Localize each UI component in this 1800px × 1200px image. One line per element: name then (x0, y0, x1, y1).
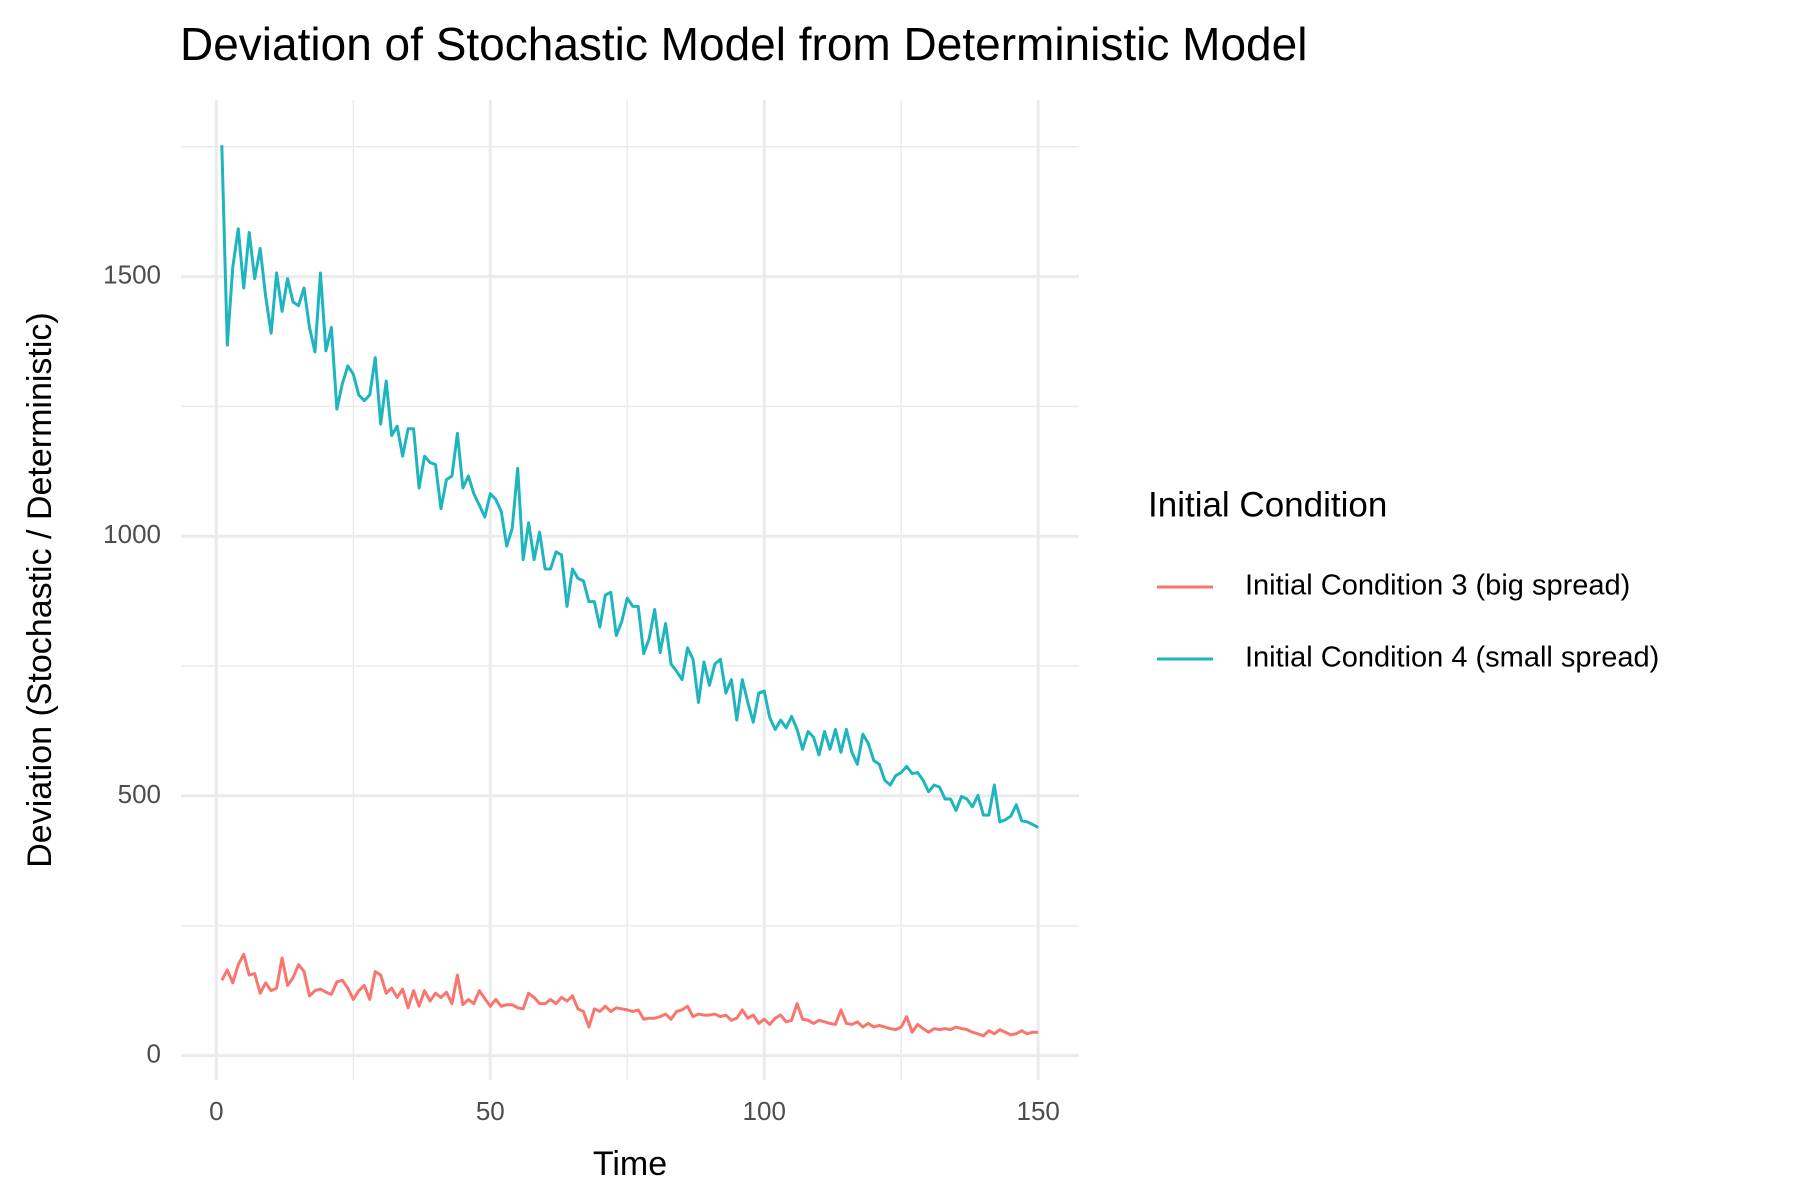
y-tick-label: 1500 (103, 259, 161, 289)
legend-label: Initial Condition 3 (big spread) (1245, 570, 1630, 602)
legend-title: Initial Condition (1148, 485, 1387, 524)
line-series (220, 145, 1039, 829)
x-tick-label: 100 (743, 1096, 786, 1126)
y-axis-label: Deviation (Stochastic / Deterministic) (21, 312, 59, 868)
line-series (220, 952, 1039, 1038)
x-tick-label: 150 (1016, 1096, 1059, 1126)
y-tick-label: 0 (147, 1038, 161, 1068)
y-tick-label: 500 (118, 779, 161, 809)
x-tick-label: 50 (476, 1096, 505, 1126)
x-axis-label: Time (593, 1145, 667, 1183)
y-tick-label: 1000 (103, 519, 161, 549)
chart-title: Deviation of Stochastic Model from Deter… (180, 18, 1307, 70)
legend-label: Initial Condition 4 (small spread) (1245, 642, 1659, 674)
x-tick-label: 0 (209, 1096, 223, 1126)
